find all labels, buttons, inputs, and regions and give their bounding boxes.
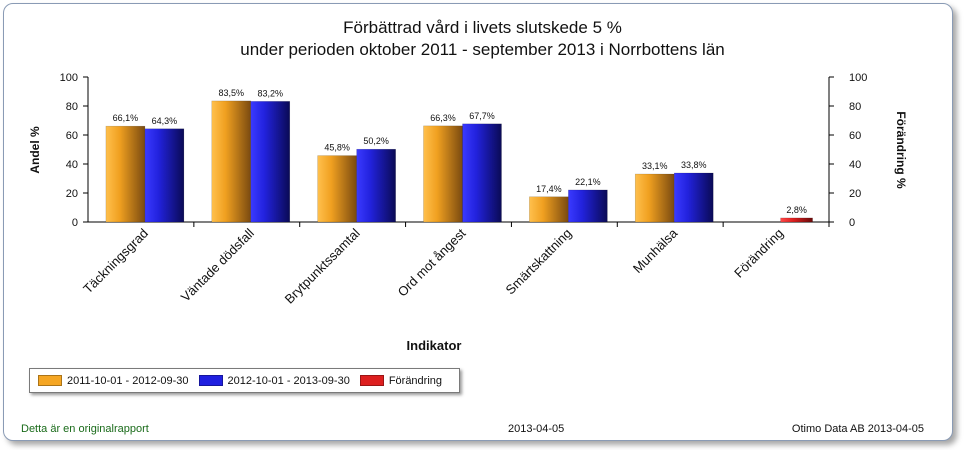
data-label: 33,8% [681,160,707,170]
data-label: 2,8% [786,205,807,215]
data-label: 45,8% [324,143,350,153]
data-label: 22,1% [575,177,601,187]
footer-date: 2013-04-05 [508,423,565,435]
bar [250,101,291,223]
bar [105,125,146,223]
x-tick-label: Förändring [731,226,786,281]
data-label: 83,2% [258,88,284,98]
bar [144,128,185,223]
legend-swatch-orange [38,375,62,386]
x-tick-label: Täckningsgrad [80,226,151,297]
legend-item-series-1: 2011-10-01 - 2012-09-30 [38,375,189,387]
bar [529,196,569,223]
x-tick-label: Brytpunktssamtal [282,225,363,306]
y2-tick-label: 60 [849,130,861,142]
bar [211,100,252,223]
chart-legend: 2011-10-01 - 2012-09-30 2012-10-01 - 201… [29,368,460,393]
x-tick-label: Smärtskattning [503,226,575,298]
data-label: 83,5% [219,88,245,98]
footer-original-report: Detta är en originalrapport [21,423,149,435]
data-label: 17,4% [536,184,562,194]
y-tick-label: 100 [60,72,78,84]
data-label: 50,2% [363,136,389,146]
data-label: 67,7% [469,111,495,121]
x-tick-label: Väntade dödsfall [178,225,257,304]
legend-swatch-blue [198,375,223,386]
y-tick-label: 0 [72,217,78,229]
x-axis-label: Indikator [407,338,462,353]
legend-item-series-2: 2012-10-01 - 2013-09-30 [198,374,350,387]
bar [780,217,813,223]
chart-title-line2: under perioden oktober 2011 - september … [240,40,725,59]
legend-item-series-3: Förändring [359,374,443,387]
y-tick-label: 20 [66,188,78,200]
y-tick-label: 60 [66,130,78,142]
data-label: 64,3% [152,116,178,126]
y2-tick-label: 80 [849,101,861,113]
data-label: 66,1% [113,113,139,123]
bar [462,123,502,223]
y2-tick-label: 40 [849,159,861,171]
y2-axis-label: Förändring % [894,111,908,189]
bar [423,125,463,223]
x-tick-label: Ord mot ångest [395,225,469,299]
y-tick-label: 80 [66,101,78,113]
data-label: 33,1% [642,161,668,171]
y2-tick-label: 0 [849,217,855,229]
chart-title-line1: Förbättrad vård i livets slutskede 5 % [343,18,622,37]
y-tick-label: 40 [66,159,78,171]
legend-swatch-red [359,375,384,386]
footer-company-date: Otimo Data AB 2013-04-05 [791,423,924,435]
legend-label-series-2: 2012-10-01 - 2013-09-30 [227,374,350,387]
bar [356,148,396,223]
legend-label-series-1: 2011-10-01 - 2012-09-30 [67,374,189,387]
bar [317,155,357,223]
legend-label-series-3: Förändring [388,374,443,387]
data-label: 66,3% [430,113,456,123]
bar-chart: 0 0 20 20 40 40 60 60 80 80 100 100 Täckningsgrad 66… [28,72,908,353]
bar [568,189,608,223]
y2-tick-label: 100 [849,72,867,84]
bar [673,172,714,223]
bar [634,173,675,223]
x-tick-label: Munhälsa [630,225,681,276]
y2-tick-label: 20 [849,188,861,200]
y-axis-label: Andel % [28,126,42,174]
